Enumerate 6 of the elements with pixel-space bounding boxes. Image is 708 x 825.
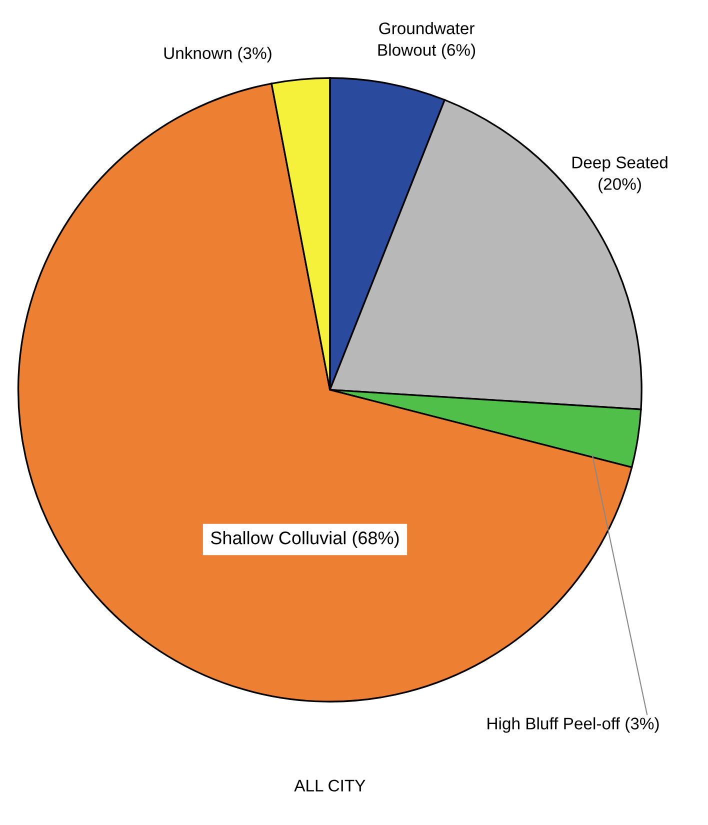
slice-label: Unknown (3%): [164, 46, 272, 62]
slice-label: Shallow Colluvial (68%): [210, 531, 399, 548]
text: ALL CITY: [294, 780, 366, 792]
slice-label: Groundwater Blowout (6%): [378, 22, 476, 60]
slice-label: High Bluff Peel-off (3%): [488, 717, 659, 733]
slice-label: Deep Seated (20%): [572, 156, 668, 194]
